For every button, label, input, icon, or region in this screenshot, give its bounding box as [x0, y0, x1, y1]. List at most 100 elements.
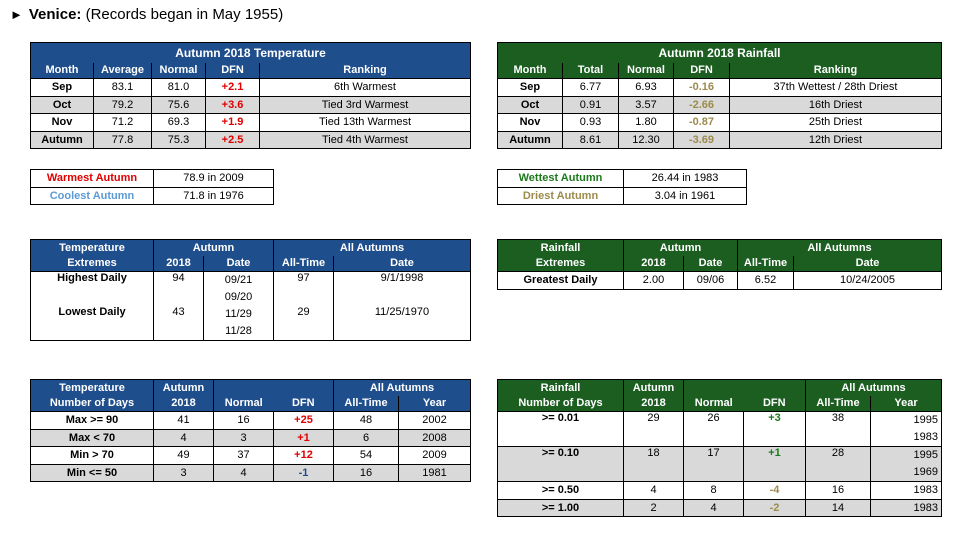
dfn-header: DFN	[743, 395, 806, 412]
warmest-value: 78.9 in 2009	[153, 169, 274, 187]
value-cell: 37	[213, 446, 274, 464]
table-row: >= 0.10 18 17 +1 28 1995 1969	[497, 446, 942, 482]
table-row: >= 1.00 2 4 -2 14 1983	[497, 498, 942, 517]
driest-value: 3.04 in 1961	[623, 186, 747, 205]
row-label: >= 0.10	[497, 446, 624, 482]
arrow-icon: ►	[10, 7, 23, 22]
year-header: 2018	[623, 395, 684, 412]
wettest-label: Wettest Autumn	[497, 169, 624, 187]
value-cell: 4	[683, 498, 744, 517]
temperature-records: Warmest Autumn 78.9 in 2009 Coolest Autum…	[30, 169, 274, 205]
value-cell: 16	[333, 463, 399, 482]
table-row: Sep 83.1 81.0 +2.1 6th Warmest	[30, 78, 471, 96]
value-cell: 41	[153, 411, 214, 429]
coolest-label: Coolest Autumn	[30, 186, 154, 205]
value-cell: 8	[683, 481, 744, 499]
year-line: 1995	[913, 449, 938, 461]
date-cell: 9/1/1998	[333, 271, 471, 306]
value-cell: 29	[273, 306, 334, 341]
row-label: Max < 70	[30, 428, 154, 447]
value-cell: 1.80	[618, 113, 674, 131]
sub-header: Date	[202, 255, 274, 272]
ext-autumn-header: Autumn	[622, 239, 738, 256]
value-cell: 75.3	[151, 130, 206, 149]
year-cell: 2009	[398, 446, 471, 464]
temperature-table: Autumn 2018 Temperature Month Average No…	[30, 42, 471, 149]
normal-header: Normal	[213, 395, 274, 412]
col-normal: Normal	[618, 62, 674, 79]
value-cell: 16	[213, 411, 274, 429]
table-row: Autumn 8.61 12.30 -3.69 12th Driest	[497, 130, 942, 149]
month-cell: Autumn	[497, 130, 563, 149]
ext-all-header: All Autumns	[273, 239, 471, 256]
wettest-value: 26.44 in 1983	[623, 169, 747, 187]
month-cell: Nov	[30, 113, 94, 131]
alltime-header: All-Time	[333, 395, 399, 412]
alltime-header: All-Time	[805, 395, 871, 412]
dfn-cell: +1	[273, 428, 334, 447]
row-label: Lowest Daily	[30, 306, 154, 341]
col-month: Month	[497, 62, 563, 79]
ranking-cell: Tied 4th Warmest	[259, 130, 471, 149]
value-cell: 12.30	[618, 130, 674, 149]
date-line: 11/29	[225, 308, 252, 320]
ext-header-2: Extremes	[30, 255, 154, 272]
rainfall-records: Wettest Autumn 26.44 in 1983 Driest Autum…	[497, 169, 747, 205]
value-cell: 71.2	[93, 113, 152, 131]
ext-autumn-header: Autumn	[152, 239, 274, 256]
all-header: All Autumns	[805, 379, 942, 396]
sub-header: 2018	[623, 255, 684, 272]
table-row: >= 0.01 29 26 +3 38 1995 1983	[497, 411, 942, 447]
sub-header: Date	[333, 255, 471, 272]
value-cell: 2.00	[623, 271, 684, 289]
table-row: Oct 0.91 3.57 -2.66 16th Driest	[497, 95, 942, 114]
col-normal: Normal	[151, 62, 206, 79]
dfn-cell: +12	[273, 446, 334, 464]
year-header: Year	[398, 395, 471, 412]
year-cell: 1983	[870, 481, 942, 499]
year-cell: 1983	[870, 498, 942, 517]
blank-header	[213, 379, 274, 396]
table-row: Autumn 77.8 75.3 +2.5 Tied 4th Warmest	[30, 130, 471, 149]
dfn-cell: -0.16	[673, 78, 730, 96]
month-cell: Oct	[30, 95, 94, 114]
warmest-label: Warmest Autumn	[30, 169, 154, 187]
table-row: Nov 71.2 69.3 +1.9 Tied 13th Warmest	[30, 113, 471, 131]
year-cell: 1995 1969	[870, 446, 942, 482]
dfn-cell: -3.69	[673, 130, 730, 149]
table-row: Max < 70 4 3 +1 6 2008	[30, 428, 471, 447]
month-cell: Autumn	[30, 130, 94, 149]
table-row: Max >= 90 41 16 +25 48 2002	[30, 411, 471, 429]
ranking-cell: 25th Driest	[729, 113, 942, 131]
ranking-cell: Tied 3rd Warmest	[259, 95, 471, 114]
records-note: (Records began in May 1955)	[85, 6, 284, 23]
month-cell: Sep	[30, 78, 94, 96]
value-cell: 0.93	[562, 113, 619, 131]
value-cell: 0.91	[562, 95, 619, 114]
blank-header	[273, 379, 334, 396]
value-cell: 69.3	[151, 113, 206, 131]
ext-header-2: Extremes	[497, 255, 624, 272]
ranking-cell: 16th Driest	[729, 95, 942, 114]
value-cell: 28	[805, 446, 871, 482]
sub-header: 2018	[153, 255, 204, 272]
month-cell: Nov	[497, 113, 563, 131]
days-header-2: Number of Days	[30, 395, 154, 412]
blank-header	[683, 379, 744, 396]
value-cell: 6.52	[737, 271, 794, 289]
page-title: ► Venice: (Records began in May 1955)	[10, 6, 283, 23]
value-cell: 6.93	[618, 78, 674, 96]
coolest-value: 71.8 in 1976	[153, 186, 274, 205]
month-cell: Oct	[497, 95, 563, 114]
autumn-header: Autumn	[623, 379, 684, 396]
value-cell: 3	[153, 463, 214, 482]
value-cell: 14	[805, 498, 871, 517]
ranking-cell: 37th Wettest / 28th Driest	[729, 78, 942, 96]
date-cell: 10/24/2005	[793, 271, 942, 289]
year-cell: 1981	[398, 463, 471, 482]
year-line: 1969	[913, 466, 938, 478]
table-row: Greatest Daily 2.00 09/06 6.52 10/24/2005	[497, 271, 942, 289]
row-label: Min <= 50	[30, 463, 154, 482]
temperature-extremes: Temperature Autumn All Autumns Extremes 201…	[30, 239, 471, 341]
col-dfn: DFN	[205, 62, 260, 79]
